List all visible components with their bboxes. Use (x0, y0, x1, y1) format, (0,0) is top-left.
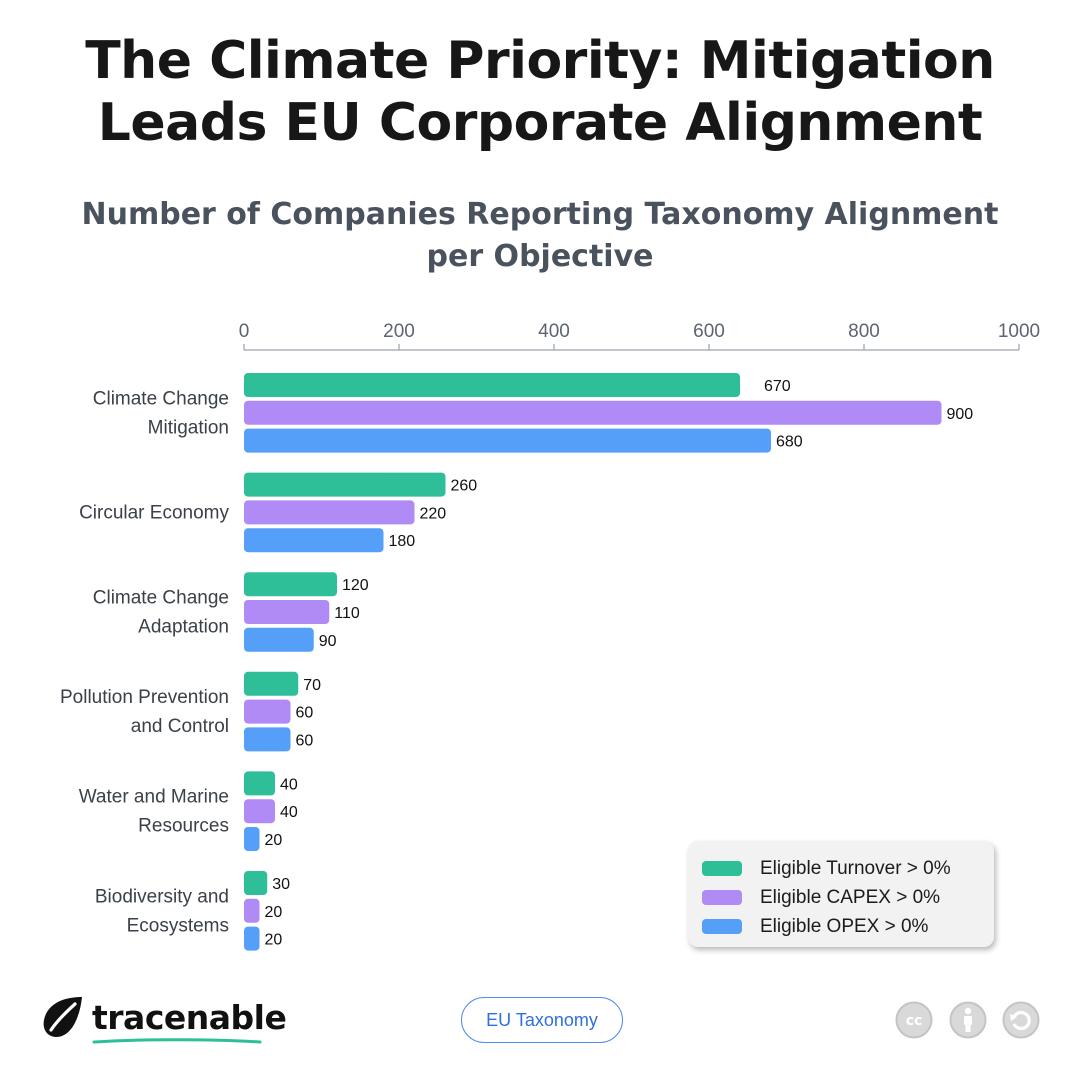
x-tick-label-200: 200 (383, 321, 415, 342)
legend-swatch-capex (702, 890, 742, 905)
chart-subtitle: Number of Companies Reporting Taxonomy A… (0, 194, 1080, 278)
legend-label-opex: Eligible OPEX > 0% (760, 915, 929, 937)
topic-tag[interactable]: EU Taxonomy (461, 997, 623, 1043)
data-label-water-and-marine-resources-eligible-turnover-0: 40 (280, 776, 298, 793)
data-label-climate-change-adaptation-eligible-capex-0: 110 (334, 605, 360, 622)
bar-circular-economy-eligible-opex-0 (244, 528, 384, 553)
subtitle-line-2: per Objective (426, 239, 654, 274)
attribution-icon (949, 1001, 987, 1039)
data-label-biodiversity-and-ecosystems-eligible-opex-0: 20 (265, 932, 283, 949)
legend-swatch-turnover (702, 861, 742, 876)
bar-water-and-marine-resources-eligible-turnover-0 (244, 771, 275, 796)
data-label-pollution-prevention-and-control-eligible-turnover-0: 70 (303, 677, 321, 694)
bar-biodiversity-and-ecosystems-eligible-opex-0 (244, 926, 260, 951)
bar-circular-economy-eligible-capex-0 (244, 500, 415, 525)
bar-water-and-marine-resources-eligible-opex-0 (244, 827, 260, 851)
title-line-1: The Climate Priority: Mitigation (85, 31, 995, 91)
bar-pollution-prevention-and-control-eligible-opex-0 (244, 727, 291, 752)
subtitle-line-1: Number of Companies Reporting Taxonomy A… (81, 197, 999, 232)
creative-commons-icon: cc (895, 1001, 933, 1039)
legend-item-capex: Eligible CAPEX > 0% (702, 883, 994, 912)
data-label-circular-economy-eligible-capex-0: 220 (420, 505, 447, 522)
data-label-climate-change-mitigation-eligible-turnover-0: 670 (764, 378, 791, 395)
bar-climate-change-mitigation-eligible-capex-0 (244, 400, 942, 425)
x-tick-label-400: 400 (538, 321, 570, 342)
category-label-circular-economy: Circular Economy (79, 502, 229, 523)
bar-water-and-marine-resources-eligible-capex-0 (244, 799, 275, 824)
bar-pollution-prevention-and-control-eligible-capex-0 (244, 699, 291, 724)
chart-legend: Eligible Turnover > 0% Eligible CAPEX > … (688, 841, 994, 947)
data-label-circular-economy-eligible-turnover-0: 260 (451, 478, 478, 495)
tracenable-logo[interactable]: tracenable (40, 994, 287, 1040)
legend-label-turnover: Eligible Turnover > 0% (760, 857, 951, 879)
x-tick-label-1000: 1000 (998, 321, 1040, 342)
bar-biodiversity-and-ecosystems-eligible-turnover-0 (244, 871, 268, 895)
legend-item-opex: Eligible OPEX > 0% (702, 912, 994, 941)
data-label-biodiversity-and-ecosystems-eligible-capex-0: 20 (265, 904, 283, 921)
legend-swatch-opex (702, 919, 742, 934)
data-label-biodiversity-and-ecosystems-eligible-turnover-0: 30 (272, 876, 290, 893)
bar-climate-change-adaptation-eligible-capex-0 (244, 600, 330, 624)
data-label-climate-change-adaptation-eligible-turnover-0: 120 (342, 577, 369, 594)
bar-climate-change-mitigation-eligible-opex-0 (244, 428, 771, 453)
data-label-climate-change-adaptation-eligible-opex-0: 90 (319, 633, 337, 650)
bar-climate-change-mitigation-eligible-turnover-0 (244, 373, 740, 397)
data-label-climate-change-mitigation-eligible-capex-0: 900 (947, 406, 974, 423)
chart-title: The Climate Priority: Mitigation Leads E… (0, 30, 1080, 154)
x-tick-label-800: 800 (848, 321, 880, 342)
brand-name: tracenable (92, 997, 287, 1037)
bar-chart: 0 200 400 600 800 1000 Climate Change Mitigatio… (60, 321, 1040, 951)
category-label-water-and-marine-resources: Water and Marine Resources (79, 787, 229, 837)
category-label-climate-change-adaptation: Climate Change Adaptation (93, 588, 229, 638)
legend-label-capex: Eligible CAPEX > 0% (760, 886, 941, 908)
x-tick-label-600: 600 (693, 321, 725, 342)
category-label-pollution-prevention-and-control: Pollution Prevention and Control (60, 687, 229, 737)
data-label-water-and-marine-resources-eligible-capex-0: 40 (280, 804, 298, 821)
legend-item-turnover: Eligible Turnover > 0% (702, 854, 994, 883)
bar-climate-change-adaptation-eligible-turnover-0 (244, 572, 337, 597)
category-label-biodiversity-and-ecosystems: Biodiversity and Ecosystems (95, 886, 229, 936)
bar-biodiversity-and-ecosystems-eligible-capex-0 (244, 898, 260, 923)
data-label-pollution-prevention-and-control-eligible-capex-0: 60 (296, 705, 314, 722)
bar-pollution-prevention-and-control-eligible-turnover-0 (244, 671, 299, 696)
brand-underline (92, 1038, 262, 1044)
x-tick-label-0: 0 (239, 321, 250, 342)
data-label-climate-change-mitigation-eligible-opex-0: 680 (776, 434, 803, 451)
category-label-climate-change-mitigation: Climate Change Mitigation (93, 388, 229, 438)
data-label-pollution-prevention-and-control-eligible-opex-0: 60 (296, 732, 314, 749)
bar-circular-economy-eligible-turnover-0 (244, 472, 446, 497)
title-line-2: Leads EU Corporate Alignment (97, 93, 983, 153)
data-label-water-and-marine-resources-eligible-opex-0: 20 (265, 832, 283, 849)
bar-climate-change-adaptation-eligible-opex-0 (244, 627, 314, 652)
svg-text:cc: cc (906, 1013, 923, 1029)
share-alike-icon (1002, 1001, 1040, 1039)
data-label-circular-economy-eligible-opex-0: 180 (389, 533, 416, 550)
leaf-icon (43, 997, 82, 1037)
